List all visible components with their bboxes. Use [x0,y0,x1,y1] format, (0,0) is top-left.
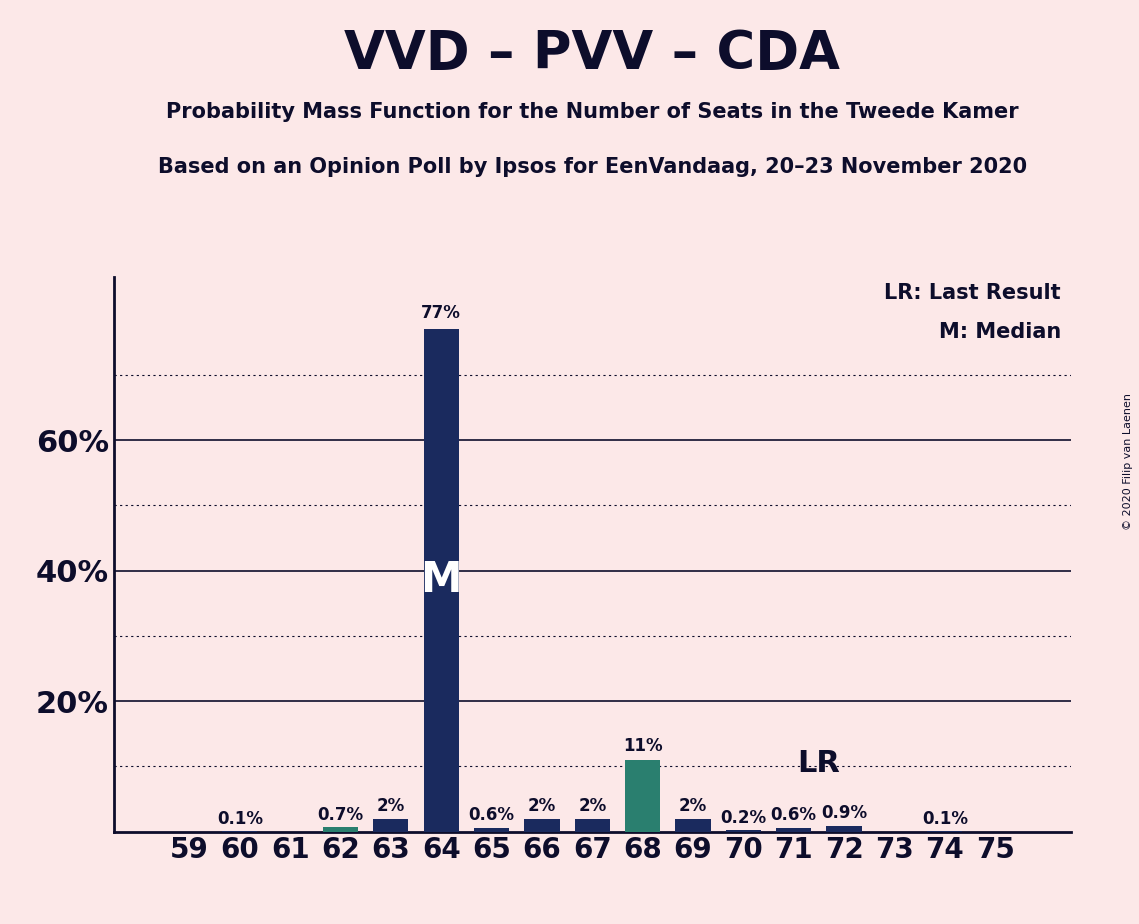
Text: 0.2%: 0.2% [720,809,767,827]
Text: 2%: 2% [377,797,405,815]
Text: VVD – PVV – CDA: VVD – PVV – CDA [344,28,841,79]
Text: LR: LR [797,748,841,778]
Text: Probability Mass Function for the Number of Seats in the Tweede Kamer: Probability Mass Function for the Number… [166,102,1018,122]
Bar [575,819,609,832]
Text: 0.6%: 0.6% [468,807,515,824]
Text: LR: Last Result: LR: Last Result [885,283,1062,303]
Text: 2%: 2% [679,797,707,815]
Bar [322,827,358,832]
Text: 0.7%: 0.7% [318,806,363,824]
Text: 0.9%: 0.9% [821,805,867,822]
Bar [424,329,459,832]
Text: 77%: 77% [421,304,461,322]
Bar [776,828,811,832]
Bar [474,828,509,832]
Bar [827,826,862,832]
Text: 0.1%: 0.1% [921,809,968,828]
Text: 0.1%: 0.1% [216,809,263,828]
Text: M: M [420,560,462,602]
Bar [524,819,559,832]
Bar [625,760,661,832]
Text: 2%: 2% [579,797,606,815]
Text: 11%: 11% [623,736,663,755]
Text: 2%: 2% [527,797,556,815]
Bar [726,831,761,832]
Bar [374,819,409,832]
Text: Based on an Opinion Poll by Ipsos for EenVandaag, 20–23 November 2020: Based on an Opinion Poll by Ipsos for Ee… [157,157,1027,177]
Text: 0.6%: 0.6% [771,807,817,824]
Bar [675,819,711,832]
Text: © 2020 Filip van Laenen: © 2020 Filip van Laenen [1123,394,1133,530]
Text: M: Median: M: Median [939,322,1062,342]
